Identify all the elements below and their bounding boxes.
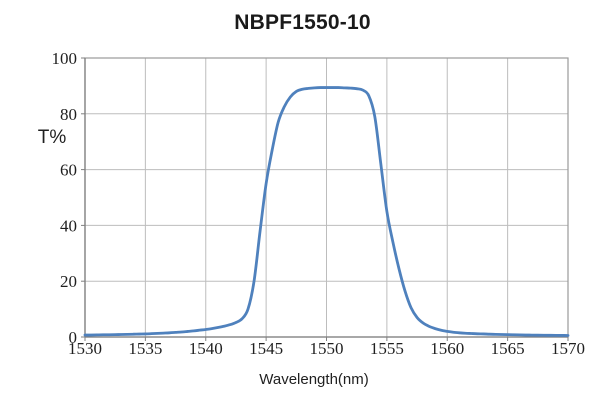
y-tick-label: 0: [69, 328, 78, 347]
x-tick-label: 1570: [551, 339, 585, 358]
x-tick-label: 1540: [189, 339, 223, 358]
x-tick-label: 1550: [310, 339, 344, 358]
y-tick-label: 40: [60, 216, 77, 235]
x-tick-label: 1535: [128, 339, 162, 358]
y-tick-label: 80: [60, 105, 77, 124]
x-tick-label: 1530: [68, 339, 102, 358]
y-tick-label: 60: [60, 161, 77, 180]
x-tick-label: 1555: [370, 339, 404, 358]
x-tick-label: 1560: [430, 339, 464, 358]
x-axis-title: Wavelength(nm): [259, 371, 369, 388]
chart-title: NBPF1550-10: [234, 11, 371, 34]
y-axis-title: T%: [37, 127, 67, 148]
transmission-curve: [83, 86, 570, 337]
y-tick-label: 20: [60, 272, 77, 291]
x-tick-label: 1565: [491, 339, 525, 358]
y-tick-label: 100: [52, 49, 78, 68]
x-tick-label: 1545: [249, 339, 283, 358]
